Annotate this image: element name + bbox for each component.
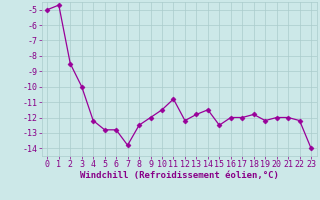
- X-axis label: Windchill (Refroidissement éolien,°C): Windchill (Refroidissement éolien,°C): [80, 171, 279, 180]
